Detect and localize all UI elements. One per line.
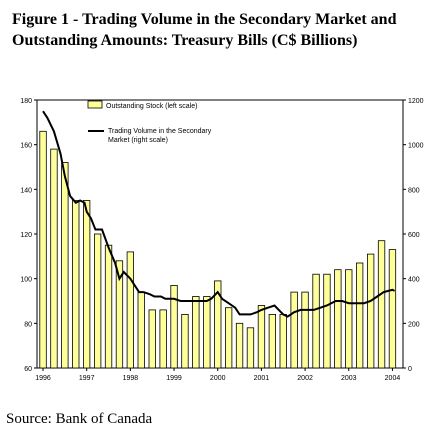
right-axis-tick-label: 400 [408,277,420,284]
outstanding-stock-bar [83,200,91,369]
trading-volume-line [42,110,396,318]
outstanding-stock-bar [290,291,298,369]
outstanding-stock-bar [268,313,277,369]
outstanding-stock-bar [355,262,364,369]
outstanding-stock-bar [377,240,386,369]
legend-bar-label: Outstanding Stock (left scale) [106,103,197,110]
x-axis-tick-label: 1997 [79,375,95,382]
outstanding-stock-bar [137,291,145,369]
outstanding-stock-bar [301,291,309,369]
outstanding-stock-bar [323,273,331,369]
outstanding-stock-bar [224,307,233,369]
left-axis-tick-label: 80 [24,321,32,328]
outstanding-stock-bar [148,309,156,369]
x-axis-tick-label: 1996 [35,375,51,382]
outstanding-stock-bar [203,296,211,369]
x-axis-tick-label: 2000 [210,375,226,382]
right-axis-tick-label: 1200 [408,98,424,105]
right-axis-tick-label: 1000 [408,143,424,150]
x-axis-tick-label: 2004 [385,375,401,382]
left-axis-tick-label: 60 [24,366,32,373]
outstanding-stock-bar [115,260,124,369]
figure-title: Figure 1 - Trading Volume in the Seconda… [12,11,397,49]
x-axis-tick-label: 1998 [123,375,139,382]
outstanding-stock-bar [170,284,178,369]
outstanding-stock-bar [192,296,200,369]
right-axis-tick-label: 800 [408,187,420,194]
outstanding-stock-bar [235,322,244,369]
left-axis-tick-label: 140 [20,187,32,194]
outstanding-stock-bar [181,313,189,369]
outstanding-stock-bar [126,251,134,369]
outstanding-stock-bar [72,200,80,369]
outstanding-stock-bar [388,249,397,369]
outstanding-stock-bar [257,305,266,369]
left-axis-tick-label: 160 [20,143,32,150]
outstanding-stock-bar [159,309,167,369]
outstanding-stock-bar [312,273,320,369]
outstanding-stock-bar [279,313,287,369]
outstanding-stock-bar [61,162,69,369]
outstanding-stock-bar [366,253,375,369]
x-axis-tick-label: 1999 [166,375,182,382]
x-axis-tick-label: 2001 [254,375,270,382]
outstanding-stock-bar [246,327,255,369]
right-axis-tick-label: 200 [408,321,420,328]
outstanding-stock-bar [104,244,113,369]
left-axis-tick-label: 120 [20,232,32,239]
outstanding-stock-bar [94,233,102,369]
x-axis-tick-label: 2002 [297,375,313,382]
outstanding-stock-bar [334,269,342,369]
outstanding-stock-bar [50,148,58,369]
outstanding-stock-bar [345,269,353,369]
legend-bar-swatch [87,100,103,109]
source-note: Source: Bank of Canada [6,411,153,427]
right-axis-tick-label: 0 [408,366,412,373]
outstanding-stock-bar [39,130,47,369]
legend-line-label-1: Trading Volume in the Secondary [108,128,212,135]
right-axis-tick-label: 600 [408,232,420,239]
left-axis-tick-label: 180 [20,98,32,105]
x-axis-tick-label: 2003 [341,375,357,382]
legend-line-label-2: Market (right scale) [108,137,168,144]
left-axis-tick-label: 100 [20,277,32,284]
